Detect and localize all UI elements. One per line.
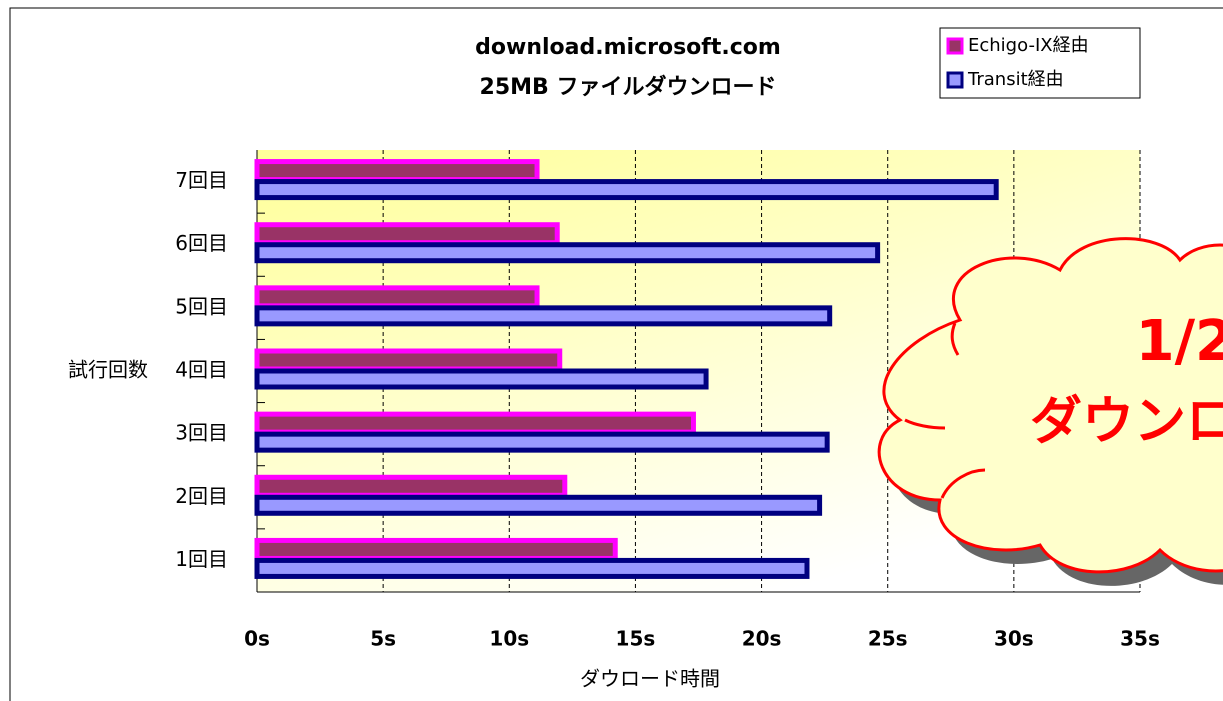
x-tick-label: 35s	[1120, 627, 1160, 651]
legend: Echigo-IX経由 Transit経由	[939, 27, 1141, 99]
y-tick-label: 5回目	[175, 294, 228, 318]
bar	[254, 179, 999, 201]
bar	[254, 411, 696, 435]
y-tick-label: 7回目	[175, 168, 228, 192]
x-tick-label: 30s	[994, 627, 1034, 651]
y-axis-label: 試行回数	[68, 358, 148, 382]
x-tick-label: 25s	[868, 627, 908, 651]
y-tick-label: 2回目	[175, 484, 228, 508]
x-tick-label: 0s	[244, 627, 270, 651]
bar	[254, 431, 830, 453]
bar	[254, 159, 540, 183]
x-tick-label: 5s	[370, 627, 396, 651]
x-axis-label: ダウロード時間	[580, 667, 720, 691]
annotation: ダウンロ	[1030, 392, 1223, 452]
legend-swatch	[946, 37, 964, 55]
bar	[254, 474, 568, 498]
bar	[254, 242, 881, 264]
annotation: 1/2の	[1136, 309, 1223, 374]
chart-title: download.microsoft.com	[475, 35, 781, 60]
bar	[254, 285, 540, 309]
bar	[254, 537, 618, 561]
y-tick-label: 4回目	[175, 358, 228, 382]
legend-box	[939, 27, 1141, 99]
bar	[254, 348, 563, 372]
bar	[254, 305, 833, 327]
y-tick-label: 3回目	[175, 421, 228, 445]
bar	[254, 557, 810, 579]
y-tick-label: 6回目	[175, 231, 228, 255]
x-tick-label: 15s	[616, 627, 656, 651]
legend-swatch	[946, 71, 964, 89]
bar	[254, 368, 709, 390]
x-tick-label: 20s	[742, 627, 782, 651]
bar	[254, 494, 823, 516]
legend-label: Echigo-IX経由	[968, 35, 1089, 56]
callout	[877, 237, 1223, 586]
x-tick-label: 10s	[489, 627, 529, 651]
bar	[254, 222, 560, 246]
chart-title: 25MB ファイルダウンロード	[480, 74, 777, 100]
y-tick-label: 1回目	[175, 547, 228, 571]
legend-label: Transit経由	[967, 69, 1064, 90]
